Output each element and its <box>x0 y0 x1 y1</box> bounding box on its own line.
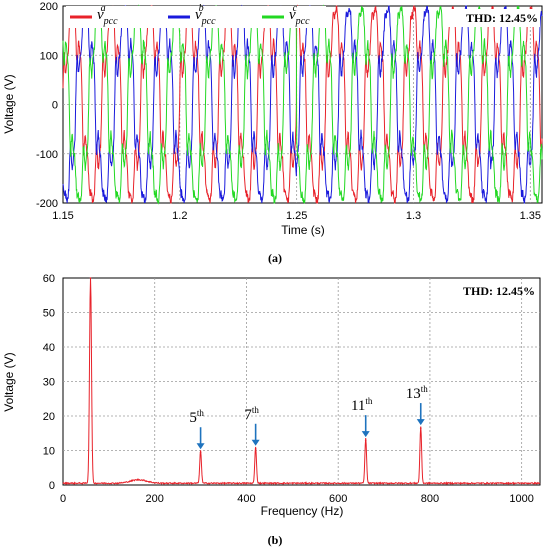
harmonic-label-5: 5th <box>189 408 204 426</box>
chart-a-y-tick: 200 <box>40 1 58 13</box>
chart-b-x-tick: 400 <box>237 493 255 505</box>
chart-b-harmonic-labels: 5th 7th 11th 13th <box>189 384 428 426</box>
chart-b-y-tick: 30 <box>43 377 55 389</box>
harmonic-arrow-head <box>416 419 425 426</box>
spectrum-peak-point <box>419 427 422 429</box>
chart-a-y-tick: 100 <box>40 50 58 62</box>
legend-item-a: vpcca <box>70 3 118 27</box>
chart-b-x-tick: 0 <box>60 493 66 505</box>
series-line-b <box>62 4 543 204</box>
chart-a-x-tick: 1.25 <box>286 210 307 222</box>
legend-item-b: vpccb <box>168 3 216 27</box>
spectrum-peak-point <box>364 439 367 441</box>
chart-b-caption: (b) <box>268 533 283 547</box>
chart-a-y-axis-label: Voltage (V) <box>2 74 16 133</box>
chart-a-x-tick: 1.2 <box>172 210 187 222</box>
chart-b-x-tick-labels: 0 200 400 600 800 1000 <box>60 493 534 505</box>
chart-b-y-tick: 60 <box>43 273 55 285</box>
chart-a-y-tick: 0 <box>52 100 58 112</box>
harmonic-arrow-head <box>361 431 370 438</box>
harmonic-label-7: 7th <box>244 405 259 423</box>
chart-a: 200 100 0 -100 -200 1.15 1.2 1.25 1.3 1.35 vpcca… <box>2 1 543 265</box>
chart-a-x-tick: 1.3 <box>406 210 421 222</box>
spectrum-peak-point <box>89 277 92 279</box>
chart-b-y-axis-label: Voltage (V) <box>2 352 16 411</box>
chart-a-y-tick: -100 <box>36 149 58 161</box>
chart-a-y-tick: -200 <box>36 198 58 210</box>
chart-a-caption: (a) <box>268 251 282 265</box>
series-line-a <box>62 4 543 205</box>
legend-item-c: vpccc <box>262 3 310 27</box>
chart-b-y-tick: 50 <box>43 308 55 320</box>
chart-b-y-tick-labels: 60 50 40 30 20 10 0 <box>43 273 55 492</box>
series-line-c <box>62 4 543 205</box>
chart-a-legend: vpcca vpccb vpccc <box>70 3 310 27</box>
harmonic-label-13: 13th <box>406 384 429 402</box>
chart-b-y-tick: 0 <box>49 480 55 492</box>
chart-b: 5th 7th 11th 13th 60 50 40 30 20 10 0 0 200 400 600 8… <box>2 273 541 547</box>
chart-b-y-tick: 40 <box>43 342 55 354</box>
chart-a-series-lines <box>62 4 543 205</box>
chart-b-spectrum-line <box>62 277 541 486</box>
legend-label-a: vpcca <box>97 3 118 27</box>
chart-b-y-tick: 20 <box>43 411 55 423</box>
chart-a-x-axis-label: Time (s) <box>281 223 325 237</box>
chart-b-harmonic-arrows <box>89 277 425 454</box>
spectrum-peak-point <box>254 447 257 450</box>
chart-b-x-tick: 200 <box>146 493 164 505</box>
harmonic-arrow-head <box>251 439 260 446</box>
chart-b-grid <box>63 278 540 485</box>
chart-a-x-tick: 1.15 <box>52 210 73 222</box>
chart-a-x-tick-labels: 1.15 1.2 1.25 1.3 1.35 <box>52 210 541 222</box>
chart-a-annotation-bg <box>448 9 540 27</box>
harmonic-arrow-head <box>196 443 205 450</box>
chart-a-y-tick-labels: 200 100 0 -100 -200 <box>36 1 58 210</box>
chart-b-x-tick: 1000 <box>509 493 533 505</box>
chart-b-x-axis-label: Frequency (Hz) <box>261 504 344 518</box>
chart-a-legend-bg <box>66 6 326 28</box>
chart-b-x-tick: 600 <box>329 493 347 505</box>
chart-a-x-tick: 1.35 <box>520 210 541 222</box>
chart-b-x-tick: 800 <box>421 493 439 505</box>
spectrum-peak-point <box>199 451 202 454</box>
legend-label-c: vpccc <box>289 3 310 27</box>
chart-a-plot-area <box>62 5 543 204</box>
legend-label-b: vpccb <box>195 3 216 27</box>
harmonic-label-11: 11th <box>351 396 373 414</box>
chart-b-y-tick: 10 <box>43 446 55 458</box>
chart-a-thd-annotation: THD: 12.45% <box>466 11 538 25</box>
chart-b-thd-annotation: THD: 12.45% <box>463 284 535 298</box>
